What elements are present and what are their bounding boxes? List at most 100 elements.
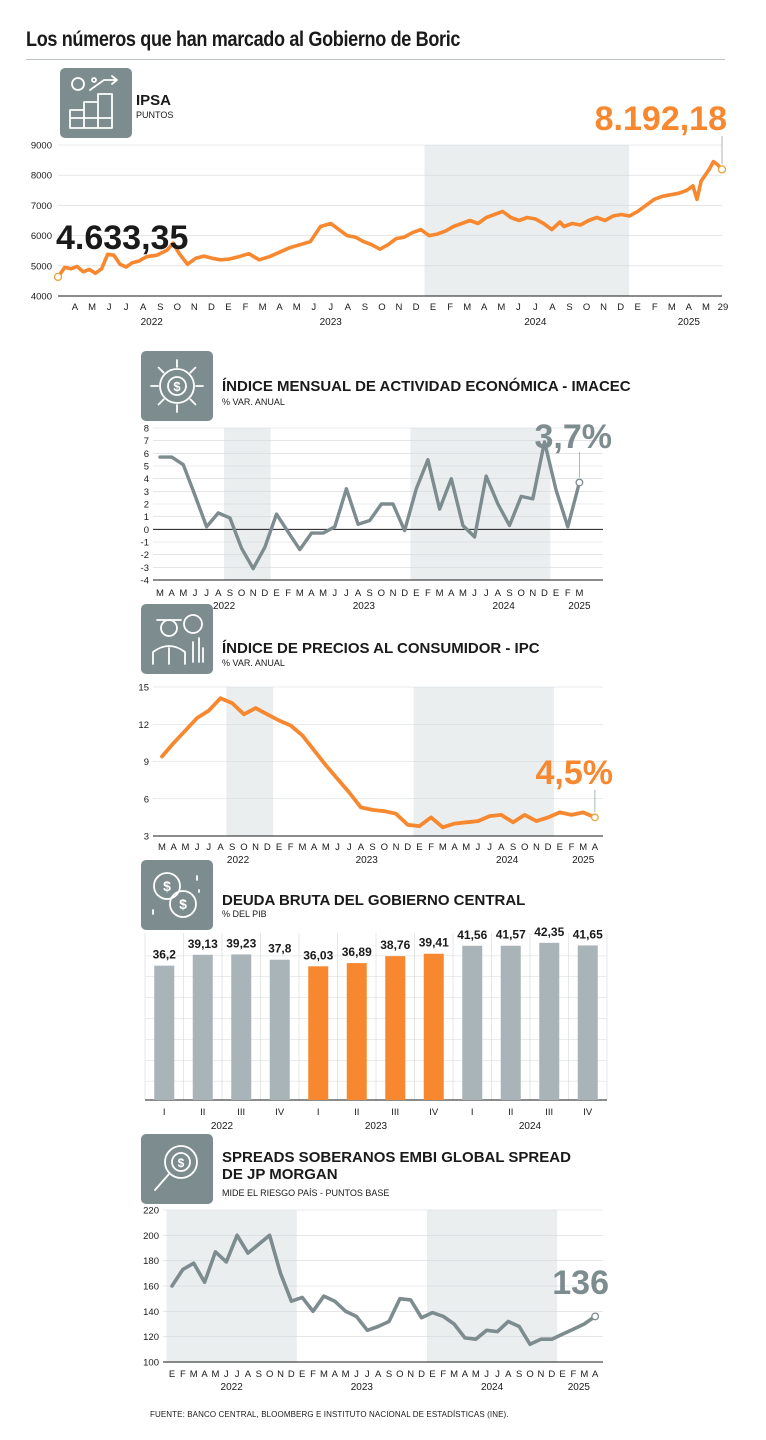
month-tick-label: A <box>308 588 315 599</box>
month-tick-label: M <box>450 1369 458 1380</box>
last-value-label: 4,5% <box>536 754 614 792</box>
year-label: 2022 <box>141 317 164 328</box>
month-tick-label: J <box>484 588 489 599</box>
month-tick-label: D <box>541 588 548 599</box>
month-tick-label: O <box>396 1369 403 1380</box>
month-tick-label: M <box>298 842 306 853</box>
y-tick-label: 3 <box>144 832 149 843</box>
title-divider <box>26 59 725 60</box>
month-tick-label: O <box>381 842 388 853</box>
bar-value-label: 39,23 <box>226 936 256 950</box>
quarter-tick-label: II <box>508 1107 513 1118</box>
month-tick-label: M <box>436 588 444 599</box>
month-tick-label: J <box>484 1369 489 1380</box>
month-tick-label: A <box>498 842 505 853</box>
year-label: 2023 <box>365 1121 388 1132</box>
month-tick-label: N <box>393 842 400 853</box>
y-tick-label: 12 <box>138 720 149 731</box>
y-tick-label: 6000 <box>31 231 52 242</box>
bar-value-label: 42,35 <box>534 925 564 939</box>
month-tick-label: M <box>702 302 710 313</box>
month-tick-label: 29 <box>718 302 729 313</box>
quarter-tick-label: III <box>545 1107 553 1118</box>
month-tick-label: M <box>668 302 676 313</box>
ipc-subtitle: % VAR. ANUAL <box>222 658 285 668</box>
month-tick-label: A <box>276 302 283 313</box>
year-label: 2023 <box>351 1382 374 1393</box>
month-tick-label: M <box>296 588 304 599</box>
month-tick-label: E <box>553 588 559 599</box>
month-tick-label: A <box>171 842 178 853</box>
quarter-tick-label: I <box>163 1107 166 1118</box>
month-tick-label: E <box>416 842 422 853</box>
deuda-bar <box>231 954 252 1100</box>
month-tick-label: N <box>407 1369 414 1380</box>
month-tick-label: O <box>521 842 528 853</box>
year-label: 2023 <box>320 317 343 328</box>
body-shape <box>152 619 186 665</box>
month-tick-label: M <box>342 1369 350 1380</box>
bars-shape <box>192 637 204 663</box>
gear-body <box>159 368 195 404</box>
month-tick-label: M <box>293 302 301 313</box>
year-label: 2025 <box>678 317 701 328</box>
dollar-glyph: $ <box>178 1156 185 1170</box>
month-tick-label: A <box>451 842 458 853</box>
year-label: 2023 <box>353 601 376 612</box>
year-label: 2024 <box>493 601 516 612</box>
deuda-bar <box>192 954 213 1100</box>
page-title: Los números que han marcado al Gobierno … <box>26 28 461 51</box>
month-tick-label: O <box>266 1369 273 1380</box>
coin-shape <box>183 614 203 634</box>
month-tick-label: J <box>344 588 349 599</box>
embi-title: SPREADS SOBERANOS EMBI GLOBAL SPREAD <box>222 1149 571 1166</box>
month-tick-label: E <box>169 1369 175 1380</box>
deuda-bar <box>154 965 175 1100</box>
month-tick-label: S <box>510 842 516 853</box>
month-tick-label: D <box>545 842 552 853</box>
month-tick-label: N <box>191 302 198 313</box>
month-tick-label: S <box>566 302 572 313</box>
ipc-chart: ÍNDICE DE PRECIOS AL CONSUMIDOR - IPC% V… <box>138 604 614 866</box>
month-tick-label: M <box>463 302 471 313</box>
month-tick-label: N <box>396 302 403 313</box>
month-tick-label: E <box>559 1369 565 1380</box>
deuda-bar <box>385 956 406 1100</box>
embi-subtitle: MIDE EL RIESGO PAÍS - PUNTOS BASE <box>222 1188 389 1198</box>
quarter-tick-label: II <box>200 1107 205 1118</box>
month-tick-label: D <box>418 1369 425 1380</box>
y-tick-label: 8000 <box>31 171 52 182</box>
ipsa-title: IPSA <box>136 92 171 109</box>
bar-value-label: 36,2 <box>153 948 177 962</box>
month-tick-label: N <box>250 588 257 599</box>
year-label: 2024 <box>496 855 519 866</box>
y-tick-label: -1 <box>141 538 149 549</box>
year-label: 2022 <box>227 855 250 866</box>
month-tick-label: E <box>225 302 231 313</box>
month-tick-label: F <box>569 842 575 853</box>
quarter-tick-label: I <box>471 1107 474 1118</box>
month-tick-label: A <box>332 1369 339 1380</box>
month-tick-label: O <box>238 588 245 599</box>
y-tick-label: 8 <box>144 424 149 435</box>
month-tick-label: O <box>517 588 524 599</box>
deuda-bar <box>269 959 290 1100</box>
quarter-tick-label: IV <box>583 1107 593 1118</box>
month-tick-label: O <box>174 302 181 313</box>
month-tick-label: M <box>462 842 470 853</box>
y-tick-label: 140 <box>143 1307 159 1318</box>
month-tick-label: J <box>347 842 352 853</box>
y-tick-label: 9000 <box>31 141 52 152</box>
month-tick-label: M <box>497 302 505 313</box>
month-tick-label: D <box>413 302 420 313</box>
imacec-subtitle: % VAR. ANUAL <box>222 397 285 407</box>
deuda-bar <box>423 953 444 1100</box>
month-tick-label: J <box>224 1369 229 1380</box>
month-tick-label: J <box>204 588 209 599</box>
month-tick-label: N <box>252 842 259 853</box>
gear-teeth <box>150 359 204 413</box>
month-tick-label: M <box>156 588 164 599</box>
y-tick-label: 7000 <box>31 201 52 212</box>
month-tick-label: A <box>168 588 175 599</box>
